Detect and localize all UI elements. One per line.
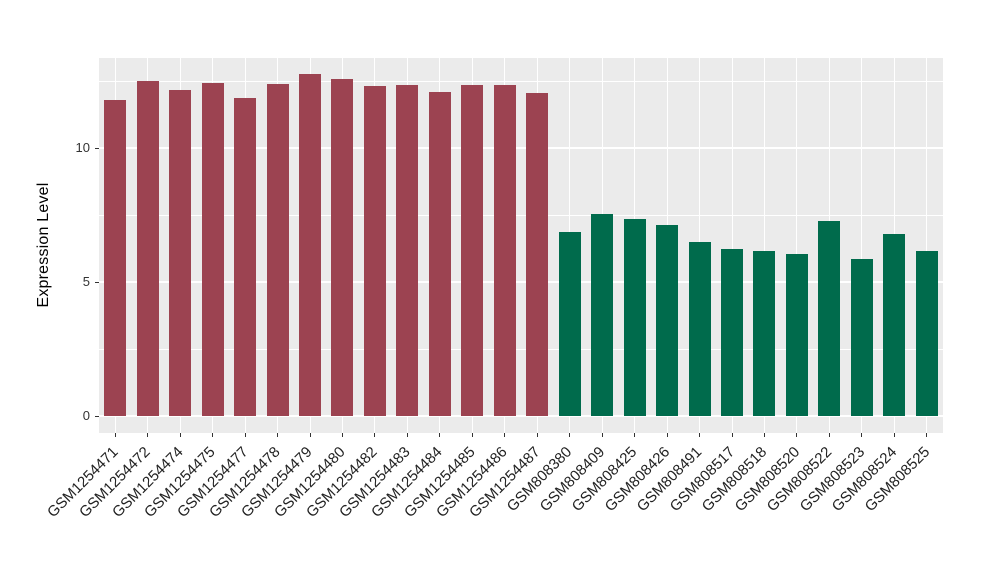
- x-tick: [504, 433, 506, 437]
- x-gridline: [861, 58, 863, 433]
- y-tick-label: 5: [82, 273, 90, 289]
- x-tick: [374, 433, 376, 437]
- x-tick: [114, 433, 116, 437]
- x-gridline: [926, 58, 928, 433]
- plot-panel: [99, 58, 943, 433]
- bar: [850, 259, 873, 416]
- bar: [883, 234, 906, 416]
- x-tick: [666, 433, 668, 437]
- bar: [558, 231, 581, 416]
- bar: [363, 86, 386, 416]
- x-tick: [861, 433, 863, 437]
- x-tick: [147, 433, 149, 437]
- bar: [818, 220, 841, 416]
- x-tick: [341, 433, 343, 437]
- major-gridline: [99, 147, 943, 149]
- bar: [915, 251, 938, 416]
- bar: [785, 254, 808, 416]
- x-tick: [569, 433, 571, 437]
- bar: [136, 80, 159, 416]
- x-tick: [634, 433, 636, 437]
- x-tick: [731, 433, 733, 437]
- x-tick: [828, 433, 830, 437]
- bar: [169, 90, 192, 416]
- minor-gridline: [99, 80, 943, 82]
- bar: [201, 83, 224, 416]
- y-tick: [95, 415, 99, 417]
- y-tick-label: 10: [75, 139, 90, 155]
- bar: [493, 84, 516, 416]
- bar: [461, 84, 484, 416]
- bar: [753, 250, 776, 416]
- minor-gridline: [99, 348, 943, 350]
- x-tick: [699, 433, 701, 437]
- x-gridline: [763, 58, 765, 433]
- major-gridline: [99, 281, 943, 283]
- x-tick: [309, 433, 311, 437]
- bar: [623, 218, 646, 416]
- bar: [299, 73, 321, 416]
- x-tick: [277, 433, 279, 437]
- bar: [688, 242, 711, 416]
- x-tick: [471, 433, 473, 437]
- bar: [721, 248, 743, 416]
- x-gridline: [731, 58, 733, 433]
- bar: [428, 92, 451, 416]
- x-tick: [406, 433, 408, 437]
- bar: [104, 99, 127, 416]
- x-tick: [536, 433, 538, 437]
- x-tick: [893, 433, 895, 437]
- y-axis-title: Expression Level: [35, 182, 52, 308]
- minor-gridline: [99, 214, 943, 216]
- x-gridline: [796, 58, 798, 433]
- x-tick: [763, 433, 765, 437]
- bar: [656, 225, 679, 416]
- bar: [266, 83, 289, 416]
- bar: [331, 78, 354, 416]
- major-gridline: [99, 415, 943, 417]
- x-tick: [796, 433, 798, 437]
- x-tick: [601, 433, 603, 437]
- bar: [591, 214, 614, 416]
- x-tick: [244, 433, 246, 437]
- bar: [526, 93, 549, 416]
- y-tick: [95, 281, 99, 283]
- x-tick: [926, 433, 928, 437]
- x-tick: [439, 433, 441, 437]
- y-tick-label: 0: [82, 407, 90, 423]
- y-tick: [95, 147, 99, 149]
- x-tick: [179, 433, 181, 437]
- x-tick: [212, 433, 214, 437]
- bar: [396, 85, 419, 416]
- bar: [234, 97, 257, 416]
